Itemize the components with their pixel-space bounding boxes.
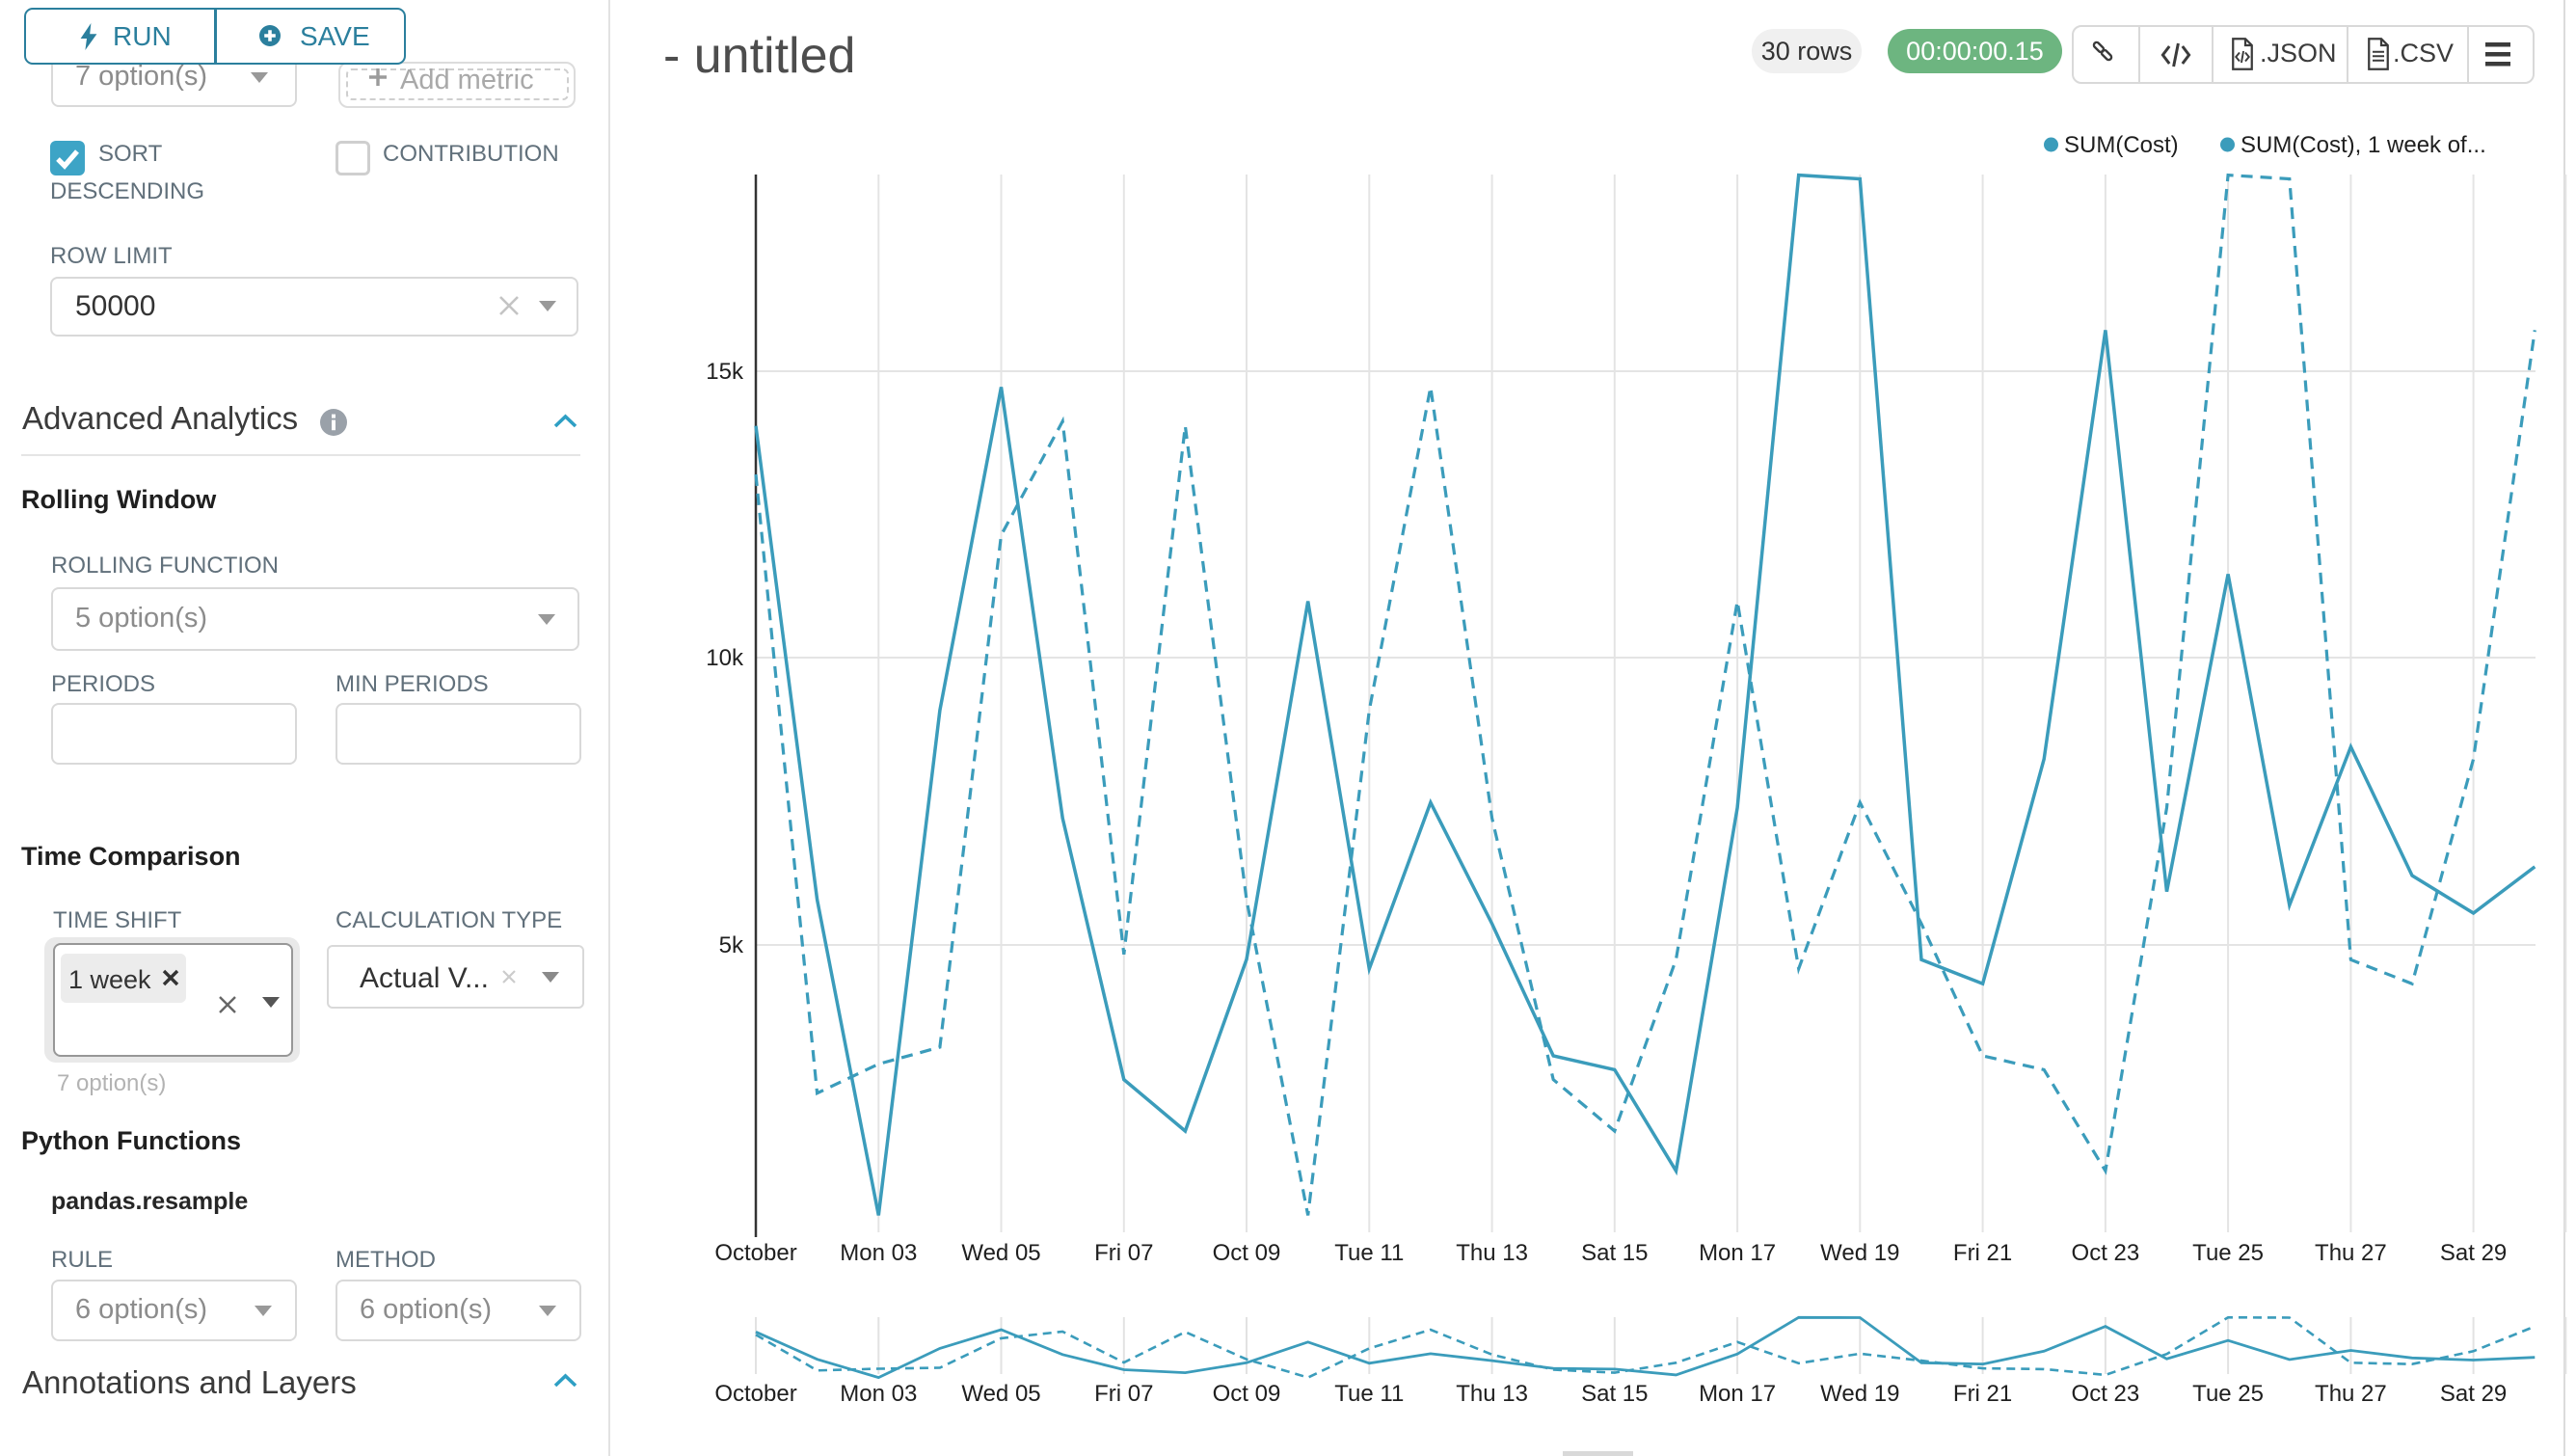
svg-text:Sat 29: Sat 29	[2440, 1240, 2507, 1266]
svg-text:15k: 15k	[706, 359, 744, 385]
svg-text:SUM(Cost), 1 week of...: SUM(Cost), 1 week of...	[2241, 132, 2486, 158]
svg-text:Wed 05: Wed 05	[961, 1381, 1040, 1407]
svg-text:Tue 25: Tue 25	[2192, 1240, 2264, 1266]
svg-text:Mon 03: Mon 03	[840, 1381, 917, 1407]
svg-text:Oct 09: Oct 09	[1213, 1381, 1281, 1407]
svg-text:Fri 21: Fri 21	[1953, 1240, 2012, 1266]
svg-text:Oct 09: Oct 09	[1213, 1240, 1281, 1266]
svg-text:Thu 13: Thu 13	[1456, 1381, 1528, 1407]
svg-text:SUM(Cost): SUM(Cost)	[2064, 132, 2179, 158]
svg-text:Thu 13: Thu 13	[1456, 1240, 1528, 1266]
svg-text:Tue 11: Tue 11	[1334, 1240, 1404, 1266]
svg-text:Fri 07: Fri 07	[1094, 1240, 1153, 1266]
svg-text:Tue 11: Tue 11	[1334, 1381, 1404, 1407]
svg-text:October: October	[714, 1381, 796, 1407]
svg-text:Fri 07: Fri 07	[1094, 1381, 1153, 1407]
svg-text:Fri 21: Fri 21	[1953, 1381, 2012, 1407]
svg-text:Sat 15: Sat 15	[1581, 1240, 1648, 1266]
svg-text:5k: 5k	[719, 932, 744, 958]
svg-text:October: October	[714, 1240, 796, 1266]
svg-text:Thu 27: Thu 27	[2315, 1381, 2387, 1407]
svg-text:Wed 05: Wed 05	[961, 1240, 1040, 1266]
svg-text:Tue 25: Tue 25	[2192, 1381, 2264, 1407]
svg-text:Oct 23: Oct 23	[2072, 1240, 2140, 1266]
svg-text:Wed 19: Wed 19	[1820, 1240, 1899, 1266]
svg-text:Oct 23: Oct 23	[2072, 1381, 2140, 1407]
svg-text:Mon 17: Mon 17	[1699, 1381, 1776, 1407]
svg-text:Thu 27: Thu 27	[2315, 1240, 2387, 1266]
svg-text:10k: 10k	[706, 645, 744, 671]
svg-text:Wed 19: Wed 19	[1820, 1381, 1899, 1407]
svg-text:Mon 03: Mon 03	[840, 1240, 917, 1266]
svg-text:Sat 29: Sat 29	[2440, 1381, 2507, 1407]
svg-text:Mon 17: Mon 17	[1699, 1240, 1776, 1266]
svg-text:Sat 15: Sat 15	[1581, 1381, 1648, 1407]
